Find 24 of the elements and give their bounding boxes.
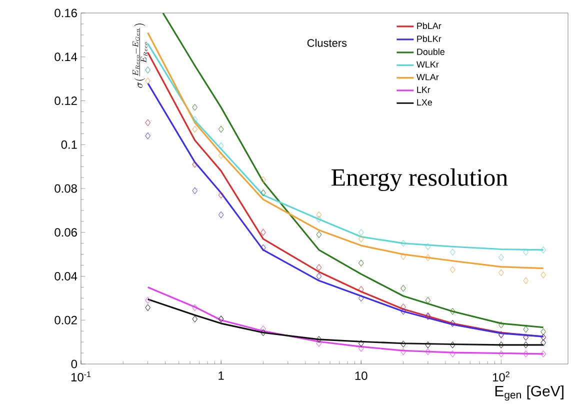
x-tick-label: 1	[218, 372, 224, 380]
y-tick-label: 0.06	[54, 228, 77, 237]
y-tick-label: 0.02	[54, 316, 77, 324]
y-tick-label: 0.04	[54, 272, 78, 280]
annotation: Energy resolution	[332, 168, 508, 192]
y-tick-label: 0.14	[54, 52, 78, 62]
legend-title: Clusters	[307, 38, 347, 47]
legend-label: LXe	[417, 99, 432, 106]
y-tick-label: 0.08	[54, 184, 77, 193]
legend-label: LKr	[417, 86, 430, 93]
legend-label: WLAr	[416, 74, 439, 80]
y-tick-label: 0.16	[54, 8, 77, 18]
legend-label: Double	[417, 48, 444, 55]
x-tick-label: 10$^{-1}$	[71, 372, 91, 382]
x-axis-title: E$_{gen}$ [GeV]	[495, 385, 564, 401]
x-tick-label: 10$^{2}$	[492, 372, 510, 382]
legend-label: PbLKr	[417, 35, 442, 42]
y-tick-label: 0.12	[54, 96, 77, 105]
legend-label: WLKr	[416, 61, 439, 68]
y-axis-title: $\sigma(\frac{E_{Reco}-E_{Gen}}{E_{Reco}})$	[132, 24, 148, 88]
y-tick-label: 0	[71, 360, 78, 368]
legend-label: PbLAr	[417, 22, 442, 30]
x-tick-label: 10	[355, 372, 368, 380]
y-tick-label: 0.1	[61, 140, 77, 149]
